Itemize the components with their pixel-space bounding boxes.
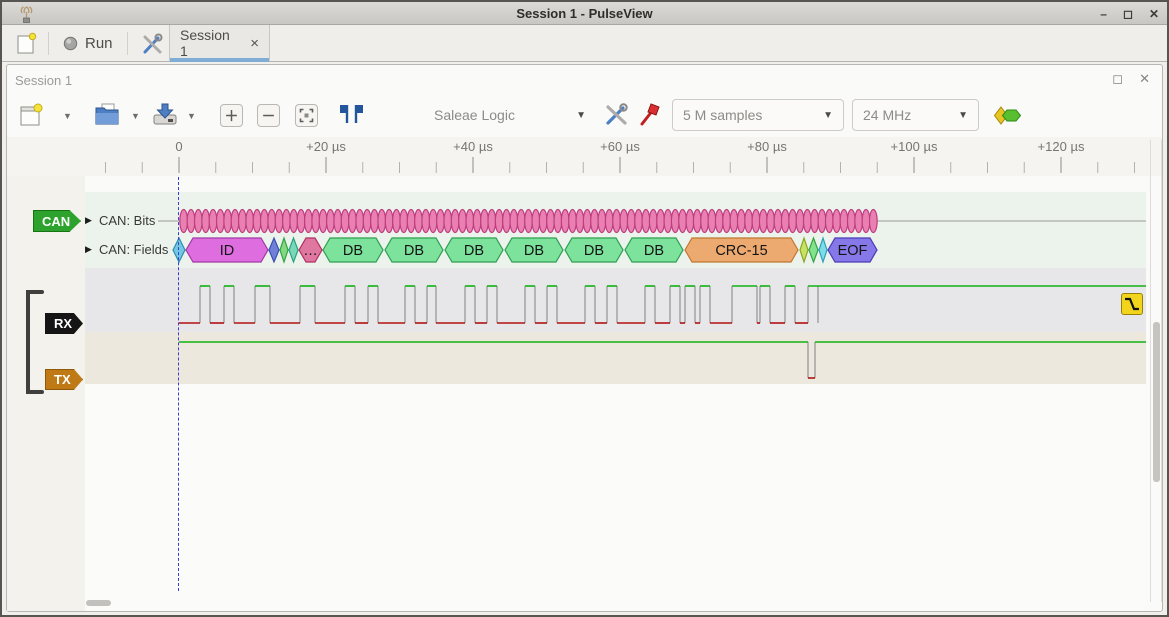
trigger-flags-icon xyxy=(338,102,365,126)
zoom-out-button[interactable]: － xyxy=(257,104,280,127)
tab-session-1[interactable]: Session 1 × xyxy=(169,25,270,62)
new-session-icon xyxy=(16,32,37,55)
time-zero-cursor[interactable] xyxy=(178,177,179,591)
sample-rate-select[interactable]: 24 MHz ▼ xyxy=(852,99,979,131)
ruler-label: +80 µs xyxy=(747,139,787,154)
chevron-down-icon: ▼ xyxy=(576,109,586,121)
device-value: Saleae Logic xyxy=(434,107,515,123)
show-markers-button[interactable] xyxy=(338,102,365,126)
configure-device-button[interactable] xyxy=(603,101,630,128)
vertical-scrollbar-thumb[interactable] xyxy=(1153,322,1160,482)
tx-band[interactable] xyxy=(85,332,1146,384)
viewport-top-band xyxy=(85,176,1146,192)
ruler-label: 0 xyxy=(175,139,183,154)
chevron-down-icon: ▼ xyxy=(958,109,968,121)
device-select[interactable]: Saleae Logic ▼ xyxy=(428,99,592,131)
add-decoder-button[interactable] xyxy=(993,104,1024,127)
channel-tag-rx[interactable]: RX xyxy=(45,313,83,334)
channel-tag-tx[interactable]: TX xyxy=(45,369,83,390)
open-button[interactable] xyxy=(94,102,121,127)
new-view-button[interactable] xyxy=(18,102,44,128)
zoom-fit-icon xyxy=(299,108,314,123)
channels-button[interactable] xyxy=(638,100,663,128)
settings-button[interactable] xyxy=(134,29,170,58)
ruler-label: +100 µs xyxy=(890,139,938,154)
open-dropdown[interactable]: ▼ xyxy=(131,111,140,121)
horizontal-scrollbar-thumb[interactable] xyxy=(86,600,111,606)
subwindow-title: Session 1 xyxy=(15,73,73,88)
probe-icon xyxy=(638,100,663,128)
channel-group-bracket[interactable] xyxy=(20,288,46,396)
rx-band[interactable] xyxy=(85,268,1146,332)
zoom-in-button[interactable]: ＋ xyxy=(220,104,243,127)
save-dropdown[interactable]: ▼ xyxy=(187,111,196,121)
window-title: Session 1 - PulseView xyxy=(516,5,653,21)
minimize-icon[interactable]: – xyxy=(1100,6,1107,21)
chevron-down-icon: ▼ xyxy=(823,109,833,121)
minus-icon: － xyxy=(261,107,276,124)
tab-close-icon[interactable]: × xyxy=(250,34,259,52)
decoder-row-bits-label[interactable]: CAN: Bits xyxy=(96,213,159,228)
open-folder-icon xyxy=(94,102,121,127)
tab-label: Session 1 xyxy=(180,27,230,59)
restore-icon[interactable]: ◻ xyxy=(1112,71,1124,86)
sample-count-select[interactable]: 5 M samples ▼ xyxy=(672,99,844,131)
decoder-icon xyxy=(993,104,1024,127)
decoder-tag-can[interactable]: CAN xyxy=(33,210,81,232)
run-state-icon xyxy=(63,36,78,51)
toolbar-separator xyxy=(127,32,128,55)
expand-arrow-icon[interactable]: ▶ xyxy=(85,244,92,254)
titlebar[interactable]: Session 1 - PulseView – ◻ ✕ xyxy=(2,2,1167,25)
app-logo-icon xyxy=(18,5,35,23)
ruler-label: +20 µs xyxy=(306,139,346,154)
ruler-label: +60 µs xyxy=(600,139,640,154)
decoder-row-fields-label[interactable]: CAN: Fields xyxy=(99,242,169,257)
new-view-dropdown[interactable]: ▼ xyxy=(63,111,72,121)
active-tab-indicator xyxy=(170,58,269,62)
viewport-bottom-band[interactable] xyxy=(85,384,1146,611)
sample-count-value: 5 M samples xyxy=(683,107,763,123)
save-icon xyxy=(152,102,179,127)
new-view-icon xyxy=(18,102,44,128)
close-icon[interactable]: ✕ xyxy=(1148,6,1159,21)
expand-arrow-icon[interactable]: ▶ xyxy=(85,215,92,225)
tools-icon xyxy=(140,32,164,56)
run-button[interactable]: Run xyxy=(57,29,119,58)
trace-header-gutter xyxy=(7,176,85,611)
decoder-band[interactable] xyxy=(85,192,1146,268)
sample-rate-value: 24 MHz xyxy=(863,107,912,123)
tools-icon xyxy=(603,101,630,128)
plus-icon: ＋ xyxy=(224,107,239,124)
new-session-button[interactable] xyxy=(10,29,43,58)
ruler-label: +40 µs xyxy=(453,139,493,154)
zoom-fit-button[interactable] xyxy=(295,104,318,127)
subwindow-close-icon[interactable]: ✕ xyxy=(1139,71,1150,86)
trigger-falling-edge-icon[interactable] xyxy=(1121,293,1143,315)
maximize-icon[interactable]: ◻ xyxy=(1122,6,1133,21)
save-button[interactable] xyxy=(152,102,179,127)
main-toolbar: Run Session 1 × xyxy=(2,25,1167,62)
time-ruler[interactable]: 0 +20 µs +40 µs +60 µs +80 µs +100 µs +120 µs xyxy=(7,137,1162,176)
vertical-scrollbar[interactable] xyxy=(1150,140,1162,602)
toolbar-separator xyxy=(48,32,49,55)
run-label: Run xyxy=(85,35,113,52)
ruler-label: +120 µs xyxy=(1037,139,1085,154)
